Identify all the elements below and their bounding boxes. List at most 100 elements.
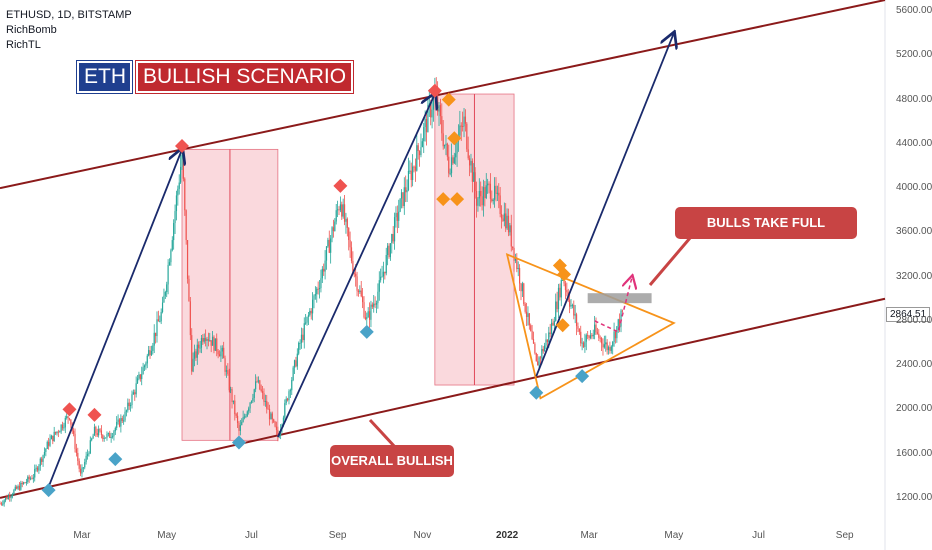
candle-body bbox=[525, 311, 528, 317]
candle-body bbox=[318, 288, 321, 290]
candle-body bbox=[437, 93, 439, 112]
candle-body bbox=[332, 227, 335, 232]
candle-body bbox=[470, 160, 472, 166]
candle-body bbox=[3, 500, 5, 504]
signal-diamond-orange bbox=[557, 267, 572, 282]
candle-body bbox=[275, 426, 278, 430]
candle-body bbox=[0, 503, 2, 505]
candle-body bbox=[594, 324, 596, 335]
candle-body bbox=[68, 418, 71, 420]
candle-body bbox=[199, 347, 201, 349]
candle-body bbox=[86, 454, 89, 456]
candle-body bbox=[356, 276, 358, 291]
candle-body bbox=[61, 424, 64, 429]
signal-diamond-blue bbox=[359, 324, 374, 339]
candle-body bbox=[267, 408, 269, 410]
candle-body bbox=[189, 301, 191, 336]
candle-body bbox=[23, 482, 25, 484]
candle-body bbox=[532, 339, 535, 344]
resistance-box bbox=[587, 293, 652, 304]
signal-diamond-orange bbox=[450, 192, 465, 207]
indicator-richtl: RichTL bbox=[6, 39, 41, 51]
candle-body bbox=[359, 290, 361, 292]
candle-body bbox=[345, 218, 347, 222]
candle-body bbox=[555, 301, 557, 321]
candle-body bbox=[288, 391, 290, 401]
candle-body bbox=[341, 204, 343, 217]
candle-body bbox=[248, 408, 250, 412]
candle-body bbox=[232, 400, 235, 403]
candle-body bbox=[574, 314, 576, 316]
symbol-label: ETHUSD, 1D, BITSTAMP bbox=[6, 9, 132, 21]
candle-body bbox=[293, 360, 296, 368]
candle-body bbox=[93, 426, 96, 436]
candle-body bbox=[330, 238, 332, 253]
candle-body bbox=[498, 192, 500, 196]
candle-body bbox=[521, 283, 523, 292]
candle-body bbox=[66, 416, 68, 418]
projection-path bbox=[594, 277, 633, 333]
candle-body bbox=[185, 210, 187, 241]
candle-body bbox=[502, 218, 504, 222]
last-price-tag: 2864.51 bbox=[886, 307, 931, 322]
candle-body bbox=[409, 170, 411, 172]
candle-body bbox=[296, 353, 298, 367]
candle-body bbox=[556, 301, 558, 310]
signal-diamond-orange bbox=[441, 92, 456, 107]
candle-body bbox=[534, 343, 536, 354]
candle-body bbox=[406, 190, 408, 193]
candle-body bbox=[157, 319, 159, 322]
candle-body bbox=[421, 141, 423, 148]
candle-body bbox=[82, 467, 84, 469]
candle-body bbox=[242, 416, 244, 422]
candle-body bbox=[544, 345, 546, 352]
candle-body bbox=[53, 431, 55, 442]
candle-body bbox=[161, 302, 164, 312]
candle-body bbox=[482, 187, 485, 206]
candle-body bbox=[164, 292, 166, 296]
y-tick-label: 2000.00 bbox=[896, 403, 932, 415]
candle-body bbox=[104, 437, 107, 439]
candle-body bbox=[153, 332, 155, 346]
candle-body bbox=[217, 351, 219, 355]
y-tick-label: 2400.00 bbox=[896, 359, 932, 371]
candle-body bbox=[118, 419, 121, 427]
candle-body bbox=[241, 421, 243, 426]
impulse-arrow bbox=[535, 33, 674, 377]
candle-body bbox=[238, 422, 240, 431]
candle-body bbox=[481, 196, 483, 206]
candle-body bbox=[578, 328, 580, 332]
candle-body bbox=[41, 458, 43, 462]
candle-body bbox=[303, 323, 305, 341]
candle-body bbox=[575, 314, 578, 327]
candle-body bbox=[580, 331, 582, 344]
x-tick-label: May bbox=[664, 530, 684, 541]
candle-body bbox=[191, 335, 193, 372]
candle-body bbox=[500, 214, 503, 219]
candle-body bbox=[520, 283, 522, 292]
candle-body bbox=[523, 283, 525, 304]
y-tick-label: 4400.00 bbox=[896, 137, 932, 149]
candle-body bbox=[152, 345, 154, 351]
candle-body bbox=[284, 403, 286, 418]
candle-body bbox=[349, 240, 351, 248]
candle-body bbox=[98, 429, 100, 436]
candle-body bbox=[353, 272, 355, 274]
candle-body bbox=[387, 245, 389, 255]
candle-body bbox=[513, 248, 515, 261]
candle-body bbox=[220, 351, 222, 357]
candle-body bbox=[167, 264, 169, 285]
chart-legend: ETHUSD, 1D, BITSTAMP RichBomb RichTL bbox=[6, 8, 132, 53]
candle-body bbox=[380, 276, 382, 281]
candle-body bbox=[612, 342, 614, 347]
candle-body bbox=[357, 290, 360, 292]
candle-body bbox=[206, 339, 208, 341]
candle-body bbox=[300, 334, 303, 343]
candle-body bbox=[49, 439, 51, 446]
candle-body bbox=[125, 410, 128, 412]
candle-body bbox=[31, 478, 33, 480]
candle-body bbox=[270, 413, 272, 420]
candle-body bbox=[510, 225, 512, 247]
candle-body bbox=[549, 332, 551, 335]
